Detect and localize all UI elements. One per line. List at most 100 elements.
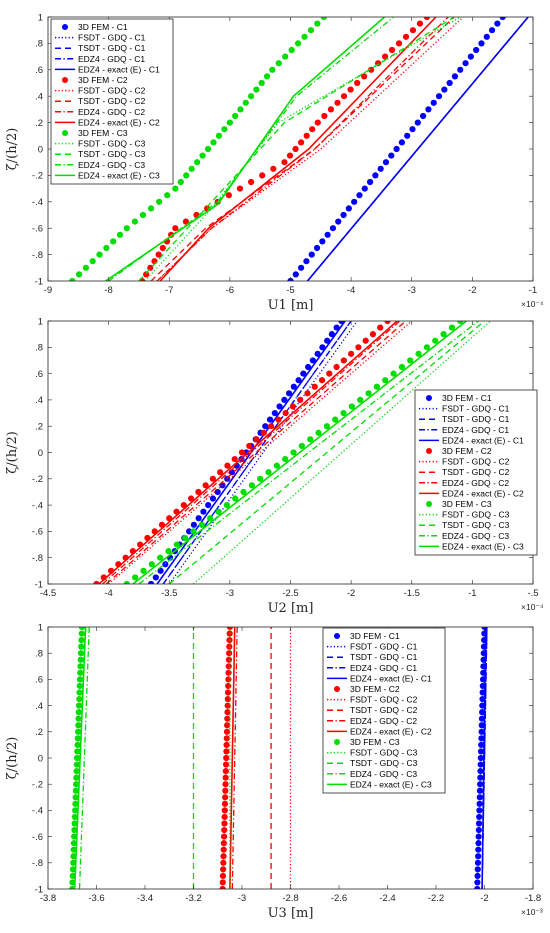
x-tick-label: -2 — [347, 588, 355, 599]
data-point — [220, 846, 227, 853]
legend-item-edz4-gdq-c1: EDZ4 - GDQ - C1 — [327, 663, 417, 673]
y-tick-label: -1 — [35, 276, 43, 287]
data-point — [222, 794, 229, 801]
legend-label: EDZ4 - GDQ - C2 — [350, 716, 417, 726]
data-point — [292, 145, 299, 153]
legend-item-fsdt-gdq-c2: FSDT - GDQ - C2 — [55, 86, 146, 96]
data-point — [215, 508, 222, 515]
plot-area — [48, 627, 533, 889]
data-point — [365, 390, 372, 397]
x-exponent-label: ×10⁻⁴ — [521, 299, 544, 309]
data-point — [224, 475, 231, 482]
y-tick-label: .2 — [35, 422, 43, 433]
y-axis-label: ζ/(h/2) — [5, 431, 20, 474]
data-point — [223, 728, 231, 735]
data-point — [221, 807, 228, 814]
data-point — [73, 768, 80, 775]
data-point — [75, 271, 83, 278]
series-line — [168, 321, 485, 584]
data-point — [221, 800, 229, 807]
data-point — [76, 682, 83, 690]
legend-item-edz4-gdq-c3: EDZ4 - GDQ - C3 — [419, 531, 509, 541]
data-point — [103, 244, 110, 252]
data-point — [139, 211, 147, 219]
data-point — [457, 66, 464, 73]
data-point — [462, 60, 469, 67]
legend-label: EDZ4 - GDQ - C1 — [442, 425, 509, 435]
x-tick-label: -3.8 — [40, 893, 56, 904]
data-point — [226, 119, 233, 126]
series-line — [229, 627, 236, 889]
data-point — [123, 580, 130, 584]
data-point — [226, 650, 233, 657]
y-tick-label: -.6 — [32, 832, 43, 843]
series-line — [132, 321, 467, 584]
data-point — [362, 337, 369, 344]
data-point — [303, 258, 310, 265]
data-point — [140, 567, 147, 574]
y-tick-label: -.6 — [32, 224, 43, 235]
data-point — [368, 66, 375, 73]
y-tick-label: -.6 — [32, 527, 43, 538]
legend-label: 3D FEM - C2 — [78, 75, 128, 85]
x-tick-label: -.5 — [527, 588, 538, 599]
data-point — [357, 396, 364, 403]
data-point — [334, 99, 341, 106]
legend-item-tsdt-gdq-c2: TSDT - GDQ - C2 — [327, 705, 418, 715]
data-point — [242, 99, 249, 106]
data-point — [382, 159, 390, 166]
series-3d-fem-c3 — [69, 17, 327, 281]
data-point — [432, 337, 439, 344]
legend-item-tsdt-gdq-c3: TSDT - GDQ - C3 — [327, 758, 418, 768]
data-point — [324, 231, 331, 238]
data-point — [209, 495, 217, 502]
legend-label: EDZ4 - exact (E) - C2 — [78, 117, 160, 127]
legend-item-tsdt-gdq-c1: TSDT - GDQ - C1 — [419, 414, 510, 424]
series-edz4-exact-e-c1 — [306, 17, 529, 281]
legend-label: EDZ4 - exact (E) - C3 — [350, 779, 432, 789]
data-point — [258, 79, 265, 87]
data-point — [246, 442, 253, 450]
panel-u1: -9 -8 -7 -6 -5 -4 -3 -2 -1 -1 -.8 -.6 -.4 -.2 0 .2 .4 .6.… — [5, 12, 544, 313]
legend-item-edz4-exact-e-c1: EDZ4 - exact (E) - C1 — [55, 64, 160, 74]
data-point — [409, 126, 416, 133]
x-tick-label: -3.4 — [137, 893, 153, 904]
series-line — [306, 17, 529, 281]
x-tick-label: -2.4 — [379, 893, 395, 904]
data-point — [329, 225, 337, 232]
legend-label: TSDT - GDQ - C3 — [78, 149, 146, 159]
data-point — [333, 363, 340, 371]
data-point — [96, 251, 103, 258]
data-point — [324, 337, 331, 344]
data-point — [441, 86, 448, 93]
legend-label: TSDT - GDQ - C3 — [350, 758, 418, 768]
legend-item-fsdt-gdq-c3: FSDT - GDQ - C3 — [327, 748, 418, 758]
series-line — [108, 321, 413, 584]
x-tick-label: -3 — [408, 285, 416, 296]
legend-item-fsdt-gdq-c1: FSDT - GDQ - C1 — [327, 642, 418, 652]
data-point — [182, 534, 189, 542]
data-point — [225, 663, 232, 670]
data-point — [308, 251, 315, 258]
data-point — [70, 840, 78, 847]
data-point — [73, 761, 80, 768]
data-point — [262, 423, 269, 430]
data-point — [207, 515, 214, 522]
x-tick-label: -1.5 — [404, 588, 420, 599]
series-tsdt-gdq-c2 — [150, 17, 455, 281]
legend-label: 3D FEM - C2 — [350, 684, 400, 694]
data-point — [221, 813, 228, 821]
data-point — [314, 350, 321, 357]
data-point — [217, 469, 224, 476]
data-point — [477, 754, 484, 762]
data-point — [473, 46, 480, 54]
legend-label: FSDT - GDQ - C1 — [350, 642, 418, 652]
data-point — [74, 728, 82, 735]
data-point — [477, 781, 484, 788]
data-point — [222, 774, 229, 781]
data-point — [172, 225, 179, 232]
data-point — [307, 436, 314, 443]
data-point — [309, 126, 316, 133]
legend-label: EDZ4 - GDQ - C3 — [78, 160, 145, 170]
data-point — [475, 846, 482, 853]
